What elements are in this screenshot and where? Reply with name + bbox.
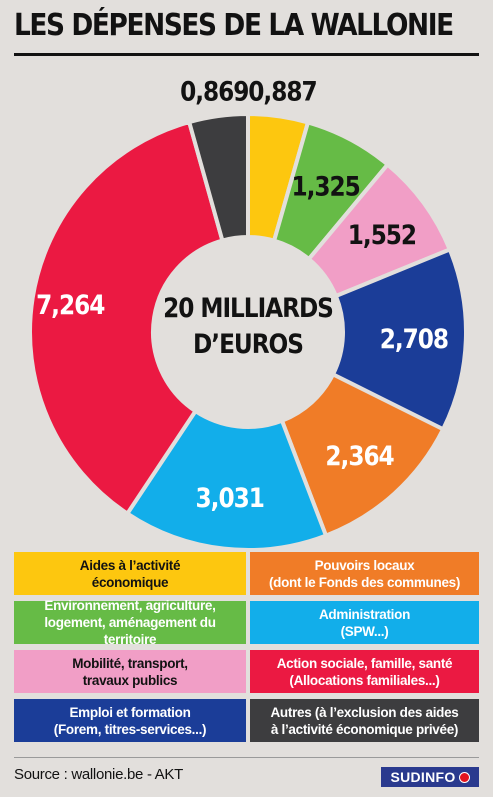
data-label-7: 7,264 bbox=[36, 289, 105, 320]
data-label-6: 3,031 bbox=[196, 482, 264, 513]
footer-divider bbox=[14, 757, 479, 758]
data-label-1: 0,887 bbox=[248, 76, 316, 107]
data-label-2: 1,325 bbox=[292, 171, 360, 202]
center-label-line1: 20 MILLIARDS bbox=[163, 292, 333, 323]
data-label-5: 2,364 bbox=[325, 440, 394, 471]
legend-item-7: Emploi et formation (Forem, titres-servi… bbox=[14, 699, 246, 742]
data-label-8: 0,869 bbox=[180, 76, 248, 107]
legend-item-1: Aides à l’activité économique bbox=[14, 552, 246, 595]
legend: Aides à l’activité économique Pouvoirs lo… bbox=[14, 552, 479, 742]
brand-logo: SUDINFO bbox=[381, 767, 479, 787]
donut-slices: 1,325 1,552 2,708 2,364 3,031 7,264 bbox=[28, 111, 468, 550]
legend-item-2: Pouvoirs locaux (dont le Fonds des commu… bbox=[250, 552, 479, 595]
legend-item-5: Mobilité, transport, travaux publics bbox=[14, 650, 246, 693]
page-title: LES DÉPENSES DE LA WALLONIE bbox=[14, 8, 454, 43]
data-label-3: 1,552 bbox=[348, 219, 416, 250]
brand-name: SUDINFO bbox=[390, 769, 456, 785]
legend-item-6: Action sociale, famille, santé (Allocati… bbox=[250, 650, 479, 693]
legend-item-4: Administration (SPW...) bbox=[250, 601, 479, 644]
data-label-4: 2,708 bbox=[380, 323, 448, 354]
donut-hole bbox=[153, 237, 343, 427]
legend-item-8: Autres (à l’exclusion des aides à l’acti… bbox=[250, 699, 479, 742]
center-label-line2: D’EUROS bbox=[193, 328, 303, 359]
donut-chart: 1,325 1,552 2,708 2,364 3,031 7,264 0,8870,86… bbox=[28, 76, 468, 550]
legend-item-3: Environnement, agriculture, logement, am… bbox=[14, 598, 246, 647]
brand-dot-icon bbox=[458, 771, 470, 783]
title-divider bbox=[14, 53, 479, 56]
source-note: Source : wallonie.be - AKT bbox=[14, 766, 183, 783]
